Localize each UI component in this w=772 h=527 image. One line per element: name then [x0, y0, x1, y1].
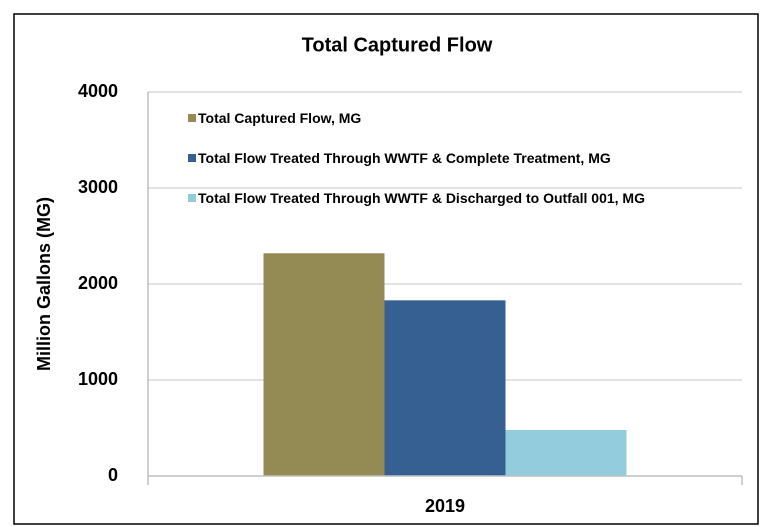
y-tick-label: 2000 — [78, 273, 118, 293]
legend-swatch — [188, 194, 196, 202]
legend-item: Total Flow Treated Through WWTF & Comple… — [188, 151, 743, 166]
legend-item: Total Captured Flow, MG — [188, 111, 743, 126]
y-axis-title: Million Gallons (MG) — [34, 197, 54, 371]
bar — [505, 429, 627, 476]
legend-swatch — [188, 114, 196, 122]
y-tick-label: 3000 — [78, 177, 118, 197]
legend-label: Total Flow Treated Through WWTF & Discha… — [198, 190, 645, 206]
legend-label: Total Flow Treated Through WWTF & Comple… — [198, 150, 611, 166]
x-tick-label: 2019 — [425, 496, 465, 516]
y-tick-label: 1000 — [78, 369, 118, 389]
chart-title: Total Captured Flow — [302, 34, 493, 56]
bar — [263, 253, 385, 476]
y-tick-label: 0 — [108, 465, 118, 485]
legend-label: Total Captured Flow, MG — [198, 110, 362, 126]
y-tick-label: 4000 — [78, 81, 118, 101]
legend-item: Total Flow Treated Through WWTF & Discha… — [188, 191, 743, 206]
bar — [384, 300, 506, 476]
legend-swatch — [188, 154, 196, 162]
